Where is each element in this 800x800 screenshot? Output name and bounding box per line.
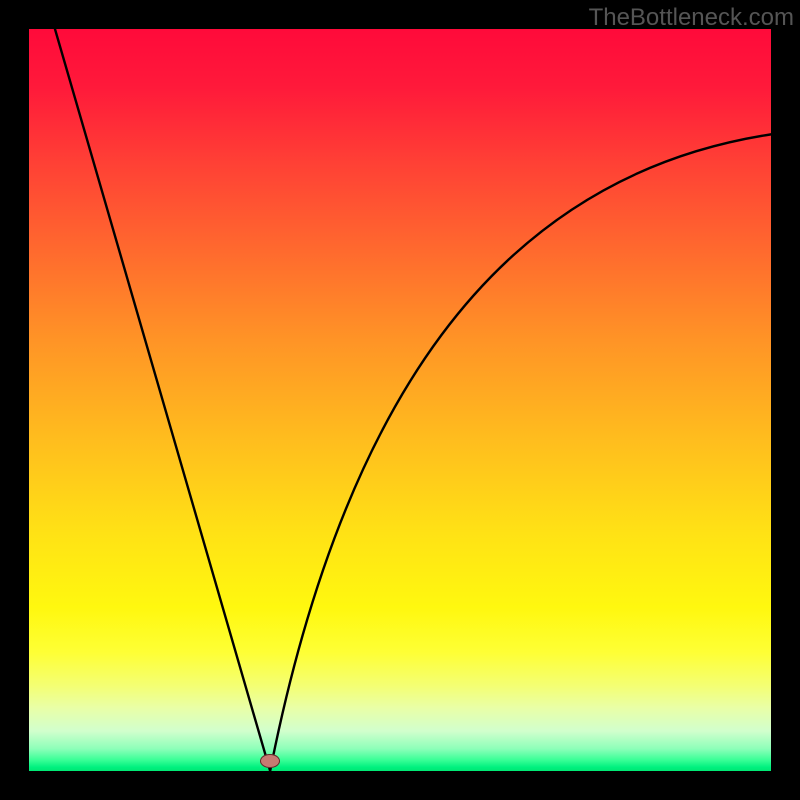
figure-root: TheBottleneck.com: [0, 0, 800, 800]
watermark-label: TheBottleneck.com: [589, 4, 794, 32]
bottleneck-curve: [29, 29, 771, 771]
plot-area: [29, 29, 771, 771]
vertex-marker-icon: [260, 754, 280, 768]
